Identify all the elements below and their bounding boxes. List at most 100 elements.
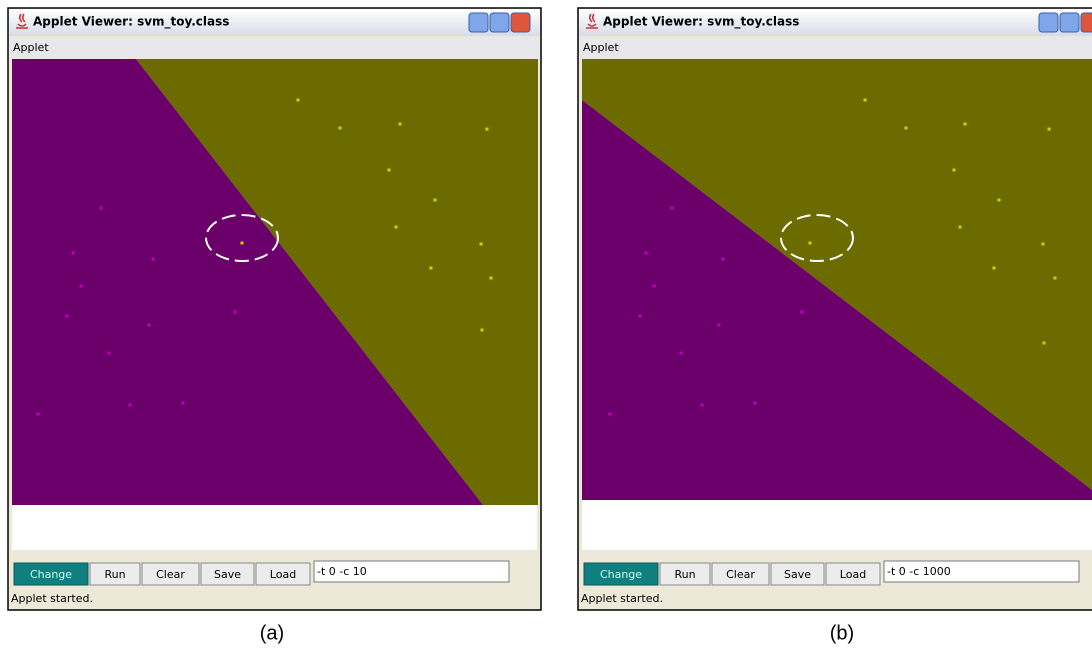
data-point	[721, 257, 725, 261]
data-point	[429, 266, 433, 270]
button[interactable]	[200, 562, 255, 586]
data-point	[71, 251, 75, 255]
data-point	[99, 206, 103, 210]
text-field-value[interactable]: -t 0 -c 1000	[887, 565, 951, 578]
data-point	[296, 98, 300, 102]
data-point	[638, 314, 642, 318]
button[interactable]	[141, 562, 200, 586]
window-title: Applet Viewer: svm_toy.class	[33, 15, 229, 30]
menu-item[interactable]: Applet	[13, 41, 49, 54]
data-point	[717, 323, 721, 327]
button-label[interactable]: Change	[600, 568, 642, 581]
button[interactable]	[770, 562, 825, 586]
title-bar	[9, 9, 540, 36]
data-point	[808, 241, 812, 245]
class-region	[12, 59, 483, 505]
data-point	[952, 168, 956, 172]
button-label[interactable]: Save	[214, 568, 241, 581]
data-point	[608, 412, 612, 416]
data-point	[181, 401, 185, 405]
data-point	[338, 126, 342, 130]
blank-area	[582, 500, 1092, 550]
data-point	[753, 401, 757, 405]
data-point	[997, 198, 1001, 202]
button[interactable]	[825, 562, 881, 586]
button[interactable]	[583, 562, 659, 586]
data-point	[36, 412, 40, 416]
data-point	[233, 310, 237, 314]
java-icon	[586, 13, 598, 29]
data-point	[700, 403, 704, 407]
maximize-button[interactable]	[1059, 12, 1080, 33]
class-region	[582, 59, 1092, 490]
data-point	[652, 284, 656, 288]
menu-item[interactable]: Applet	[583, 41, 619, 54]
data-point	[65, 314, 69, 318]
data-point	[800, 310, 804, 314]
text-field[interactable]	[883, 560, 1080, 583]
caption: (a)	[260, 622, 284, 644]
status-text: Applet started.	[11, 592, 93, 605]
text-field-value[interactable]: -t 0 -c 10	[317, 565, 367, 578]
close-button[interactable]	[1080, 12, 1092, 33]
window-title: Applet Viewer: svm_toy.class	[603, 15, 799, 30]
maximize-button[interactable]	[489, 12, 510, 33]
applet-window: Applet Viewer: svm_toy.class Applet Change…	[7, 7, 542, 644]
applet-window: Applet Viewer: svm_toy.class Applet Change…	[577, 7, 1092, 644]
close-button[interactable]	[510, 12, 531, 33]
content: Applet Viewer: svm_toy.class Applet Change…	[7, 7, 1092, 644]
data-point	[489, 276, 493, 280]
data-point	[992, 266, 996, 270]
menu-bar	[580, 37, 1092, 57]
button[interactable]	[255, 562, 311, 586]
button-label[interactable]: Run	[674, 568, 695, 581]
button-label[interactable]: Load	[270, 568, 296, 581]
data-point	[479, 242, 483, 246]
button-label[interactable]: Clear	[726, 568, 755, 581]
button[interactable]	[89, 562, 141, 586]
data-point	[433, 198, 437, 202]
button-label[interactable]: Clear	[156, 568, 185, 581]
data-point	[128, 403, 132, 407]
data-point	[958, 225, 962, 229]
data-point	[79, 284, 83, 288]
data-point	[107, 351, 111, 355]
class-region	[582, 100, 1092, 500]
caption: (b)	[830, 622, 854, 644]
button-label[interactable]: Change	[30, 568, 72, 581]
text-field[interactable]	[313, 560, 510, 583]
button[interactable]	[711, 562, 770, 586]
highlight-ring	[780, 214, 854, 262]
minimize-button[interactable]	[468, 12, 489, 33]
data-point	[679, 351, 683, 355]
data-point	[151, 257, 155, 261]
button[interactable]	[659, 562, 711, 586]
blank-area	[12, 505, 537, 550]
data-point	[387, 168, 391, 172]
button[interactable]	[13, 562, 89, 586]
data-point	[1047, 127, 1051, 131]
data-point	[1042, 341, 1046, 345]
status-text: Applet started.	[581, 592, 663, 605]
data-point	[480, 328, 484, 332]
data-point	[1041, 242, 1045, 246]
data-point	[644, 251, 648, 255]
button-label[interactable]: Load	[840, 568, 866, 581]
highlight-ring	[205, 214, 279, 262]
class-region	[136, 59, 538, 505]
data-point	[1053, 276, 1057, 280]
data-point	[485, 127, 489, 131]
java-icon	[16, 13, 28, 29]
button-label[interactable]: Save	[784, 568, 811, 581]
title-bar	[579, 9, 1092, 36]
button-label[interactable]: Run	[104, 568, 125, 581]
data-point	[398, 122, 402, 126]
data-point	[394, 225, 398, 229]
minimize-button[interactable]	[1038, 12, 1059, 33]
data-point	[147, 323, 151, 327]
data-point	[904, 126, 908, 130]
data-point	[963, 122, 967, 126]
data-point	[863, 98, 867, 102]
data-point	[670, 206, 674, 210]
